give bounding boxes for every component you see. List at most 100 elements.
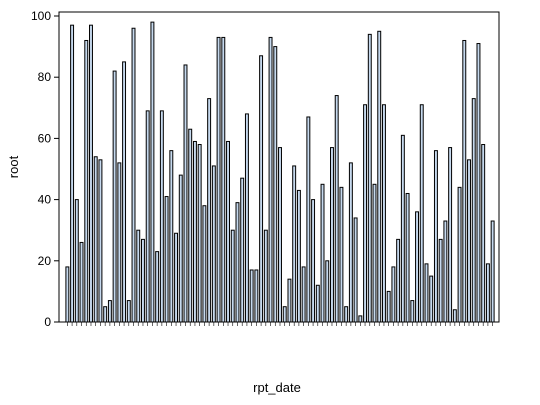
x-axis-label: rpt_date bbox=[253, 380, 301, 395]
bar bbox=[164, 196, 169, 323]
bar bbox=[311, 199, 316, 323]
bar bbox=[183, 64, 188, 323]
bar bbox=[320, 183, 325, 323]
bar bbox=[98, 159, 103, 323]
bar bbox=[216, 36, 221, 323]
bar bbox=[377, 30, 382, 323]
bar bbox=[448, 147, 453, 323]
bar bbox=[306, 116, 311, 323]
bar bbox=[202, 205, 207, 323]
y-tick-label: 80 bbox=[38, 70, 52, 84]
bar bbox=[462, 39, 467, 323]
bar bbox=[141, 238, 145, 323]
bar bbox=[93, 156, 98, 323]
bar bbox=[325, 260, 330, 323]
bar bbox=[410, 300, 415, 323]
bar bbox=[273, 46, 278, 323]
bar bbox=[263, 229, 268, 323]
bar bbox=[424, 263, 429, 323]
bar bbox=[244, 113, 249, 323]
bar bbox=[235, 202, 240, 323]
bar bbox=[391, 266, 396, 323]
bar bbox=[226, 140, 230, 323]
bar bbox=[287, 278, 292, 323]
bar bbox=[197, 144, 202, 323]
y-tick-label: 60 bbox=[38, 131, 52, 145]
bar bbox=[396, 238, 401, 323]
bar bbox=[278, 147, 282, 323]
bar bbox=[405, 192, 410, 323]
bar bbox=[301, 266, 306, 323]
bar bbox=[107, 300, 112, 323]
bar bbox=[429, 275, 434, 323]
bar bbox=[188, 128, 193, 323]
bar bbox=[438, 238, 443, 323]
bar bbox=[330, 147, 334, 323]
bar bbox=[334, 95, 339, 323]
bars-group bbox=[65, 21, 495, 323]
bar bbox=[443, 220, 448, 323]
y-tick-label: 100 bbox=[31, 9, 51, 23]
bar bbox=[145, 110, 150, 323]
x-axis bbox=[67, 322, 493, 326]
bar bbox=[353, 217, 358, 323]
bar bbox=[131, 27, 136, 323]
bar bbox=[381, 104, 386, 323]
bar bbox=[457, 186, 462, 323]
bar bbox=[467, 159, 471, 323]
bar bbox=[79, 241, 84, 323]
bar bbox=[74, 199, 79, 323]
bar bbox=[126, 300, 131, 323]
bar bbox=[70, 24, 75, 323]
y-axis-label: root bbox=[6, 155, 21, 178]
bar bbox=[490, 220, 495, 323]
bar bbox=[400, 134, 405, 323]
bar bbox=[249, 269, 254, 323]
bar bbox=[481, 144, 486, 323]
bar bbox=[415, 211, 420, 323]
bar bbox=[296, 189, 301, 323]
bar bbox=[117, 162, 122, 323]
bar bbox=[211, 165, 216, 323]
bar bbox=[230, 229, 235, 323]
bar bbox=[485, 263, 490, 323]
bar bbox=[192, 140, 197, 323]
bar bbox=[419, 104, 424, 323]
bar bbox=[150, 21, 155, 323]
bar bbox=[367, 33, 372, 323]
bar bbox=[339, 186, 344, 323]
bar bbox=[476, 43, 481, 323]
bar bbox=[282, 306, 287, 323]
bar bbox=[433, 150, 438, 323]
bar bbox=[259, 55, 264, 323]
bar bbox=[254, 269, 259, 323]
bar bbox=[174, 232, 179, 323]
bar bbox=[268, 36, 273, 323]
bar bbox=[386, 290, 391, 323]
bar bbox=[136, 229, 141, 323]
bar bbox=[84, 39, 89, 323]
bar bbox=[452, 309, 457, 323]
bar bbox=[112, 70, 117, 323]
bar bbox=[178, 174, 183, 323]
bar bbox=[103, 306, 108, 323]
bar bbox=[348, 162, 353, 323]
bar bbox=[65, 266, 70, 323]
bar bbox=[207, 98, 212, 323]
bar bbox=[240, 177, 245, 323]
y-tick-label: 40 bbox=[38, 193, 52, 207]
bar bbox=[372, 183, 377, 323]
bar bbox=[169, 150, 174, 323]
y-axis: 0 20 40 60 80 100 bbox=[31, 9, 59, 329]
bar bbox=[344, 306, 349, 323]
y-tick-label: 0 bbox=[44, 315, 51, 329]
bar bbox=[363, 104, 368, 323]
bar bbox=[159, 110, 164, 323]
bar bbox=[292, 165, 297, 323]
bar bbox=[358, 315, 363, 323]
bar bbox=[155, 251, 160, 323]
bar bbox=[122, 61, 127, 323]
bar bbox=[471, 98, 476, 323]
bar bbox=[315, 284, 320, 323]
